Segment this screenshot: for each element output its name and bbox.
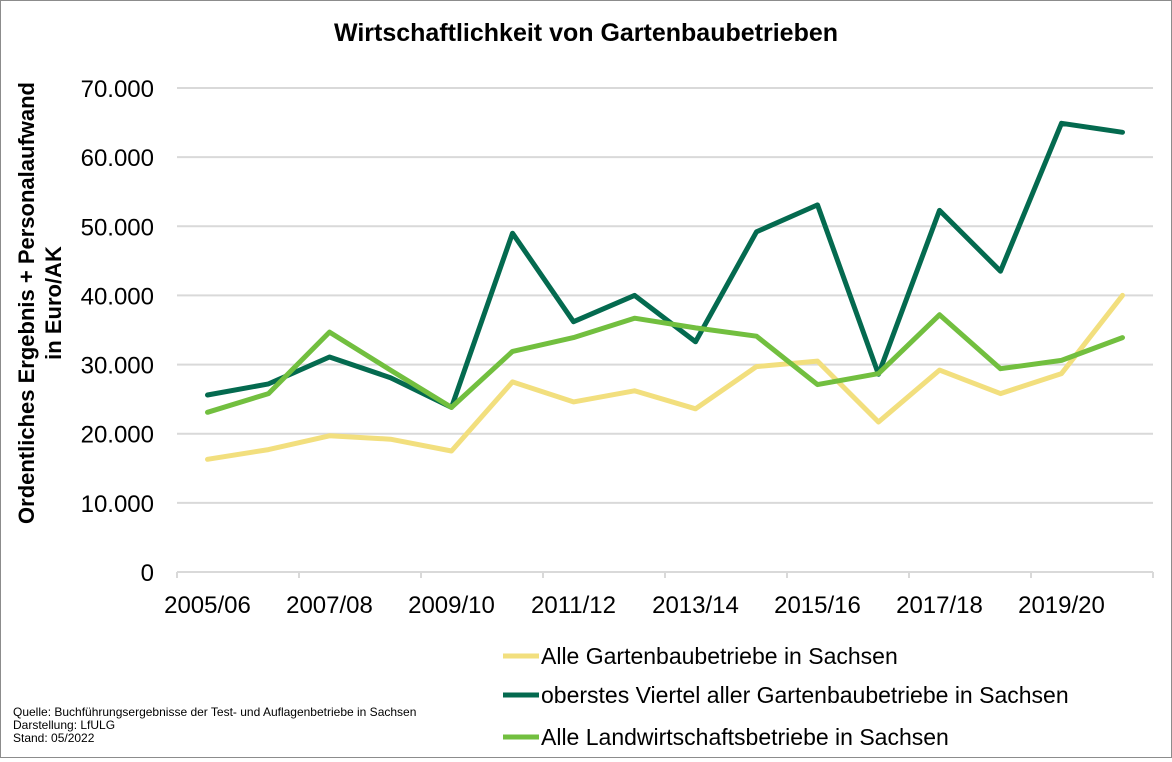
gridlines	[177, 87, 1153, 504]
y-tick-label: 50.000	[81, 214, 154, 241]
x-tick-label: 2019/20	[1018, 592, 1105, 619]
x-tick-label: 2009/10	[408, 592, 495, 619]
legend-label: oberstes Viertel aller Gartenbaubetriebe…	[541, 682, 1069, 708]
legend-label: Alle Gartenbaubetriebe in Sachsen	[541, 643, 898, 669]
y-tick-label: 60.000	[81, 145, 154, 172]
legend: Alle Gartenbaubetriebe in Sachsen oberste…	[503, 643, 1069, 750]
series-line-3	[205, 312, 1125, 415]
source-note: Quelle: Buchführungsergebnisse der Test-…	[13, 705, 417, 719]
y-tick-label: 0	[141, 560, 154, 587]
x-tick-label: 2017/18	[896, 592, 983, 619]
y-tick-label: 10.000	[81, 491, 154, 518]
legend-label: Alle Landwirtschaftsbetriebe in Sachsen	[541, 724, 949, 750]
y-axis-label-line1: Ordentliches Ergebnis + Personalaufwand	[14, 82, 39, 524]
x-tick-label: 2013/14	[652, 592, 739, 619]
series-line-2	[205, 120, 1125, 410]
x-tick-label: 2015/16	[774, 592, 861, 619]
date-note: Stand: 05/2022	[13, 731, 95, 745]
x-axis: 2005/06 2007/08 2009/10 2011/12 2013/14 2015/…	[164, 571, 1154, 619]
y-tick-label: 20.000	[81, 422, 154, 449]
x-tick-label: 2011/12	[531, 592, 616, 619]
y-axis: 0 10.000 20.000 30.000 40.000 50.000 60.000 70.…	[81, 76, 154, 587]
y-axis-label-line2: in Euro/AK	[41, 246, 66, 360]
author-note: Darstellung: LfULG	[13, 718, 116, 732]
y-tick-label: 40.000	[81, 283, 154, 310]
series-line-1	[205, 292, 1125, 462]
x-tick-label: 2005/06	[164, 592, 251, 619]
series-lines	[205, 120, 1125, 462]
chart-title: Wirtschaftlichkeit von Gartenbaubetriebe…	[334, 19, 838, 47]
x-tick-label: 2007/08	[286, 592, 373, 619]
y-tick-label: 70.000	[81, 76, 154, 103]
y-tick-label: 30.000	[81, 353, 154, 380]
